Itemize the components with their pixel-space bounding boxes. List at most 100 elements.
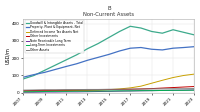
Goodwill & Intangible Assets - Total (54, 64, 57, 66)
Goodwill & Intangible Assets - Total (161, 32, 164, 34)
Other Assets (140, 88, 142, 90)
Long-Term Investments (86, 90, 89, 92)
Property, Plant & Equipment, Net (54, 69, 57, 70)
Deferred Income Tax Assets Net (150, 83, 153, 84)
Other Assets (183, 88, 185, 89)
Goodwill & Intangible Assets - Total (65, 59, 67, 61)
Property, Plant & Equipment, Net (65, 66, 67, 67)
Other Assets (118, 89, 121, 90)
Legend: Goodwill & Intangible Assets - Total, Property, Plant & Equipment, Net, Deferred: Goodwill & Intangible Assets - Total, Pr… (25, 20, 84, 53)
Deferred Income Tax Assets Net (33, 90, 35, 92)
Other Investments (150, 88, 153, 89)
Other Investments (172, 87, 174, 88)
Other Investments (65, 89, 67, 91)
Other Investments (76, 89, 78, 91)
Note Receivable Long Term (65, 91, 67, 93)
Deferred Income Tax Assets Net (43, 90, 46, 92)
Other Investments (183, 86, 185, 88)
Note Receivable Long Term (86, 91, 89, 92)
Deferred Income Tax Assets Net (76, 90, 78, 91)
Other Investments (129, 89, 131, 90)
Other Assets (86, 89, 89, 90)
Deferred Income Tax Assets Net (54, 90, 57, 92)
Property, Plant & Equipment, Net (118, 50, 121, 52)
Goodwill & Intangible Assets - Total (43, 70, 46, 71)
Other Investments (54, 90, 57, 91)
Other Assets (193, 88, 196, 89)
Line: Other Assets: Other Assets (23, 89, 194, 90)
Other Investments (43, 90, 46, 91)
Property, Plant & Equipment, Net (172, 47, 174, 49)
Property, Plant & Equipment, Net (193, 46, 196, 47)
Deferred Income Tax Assets Net (129, 87, 131, 89)
Note Receivable Long Term (108, 91, 110, 92)
Line: Property, Plant & Equipment, Net: Property, Plant & Equipment, Net (23, 47, 194, 77)
Other Investments (193, 86, 196, 87)
Long-Term Investments (183, 90, 185, 91)
Property, Plant & Equipment, Net (108, 54, 110, 55)
Other Assets (54, 89, 57, 90)
Property, Plant & Equipment, Net (129, 47, 131, 49)
Long-Term Investments (54, 91, 57, 92)
Long-Term Investments (43, 91, 46, 92)
Deferred Income Tax Assets Net (161, 80, 164, 81)
Property, Plant & Equipment, Net (43, 72, 46, 73)
Other Investments (161, 87, 164, 89)
Long-Term Investments (97, 90, 99, 92)
Goodwill & Intangible Assets - Total (172, 29, 174, 30)
Long-Term Investments (140, 90, 142, 91)
Long-Term Investments (161, 90, 164, 91)
Deferred Income Tax Assets Net (140, 85, 142, 87)
Title: B
Non-Current Assets: B Non-Current Assets (83, 6, 134, 17)
Other Assets (108, 89, 110, 90)
Goodwill & Intangible Assets - Total (193, 34, 196, 36)
Deferred Income Tax Assets Net (97, 89, 99, 91)
Note Receivable Long Term (33, 92, 35, 93)
Note Receivable Long Term (43, 91, 46, 93)
Other Assets (22, 89, 24, 91)
Goodwill & Intangible Assets - Total (76, 54, 78, 55)
Goodwill & Intangible Assets - Total (86, 48, 89, 49)
Other Assets (150, 88, 153, 90)
Line: Long-Term Investments: Long-Term Investments (23, 90, 194, 92)
Goodwill & Intangible Assets - Total (108, 37, 110, 38)
Note Receivable Long Term (172, 90, 174, 91)
Long-Term Investments (172, 90, 174, 91)
Other Investments (86, 89, 89, 91)
Note Receivable Long Term (118, 90, 121, 92)
Line: Other Investments: Other Investments (23, 86, 194, 91)
Deferred Income Tax Assets Net (118, 88, 121, 90)
Other Assets (97, 89, 99, 90)
Property, Plant & Equipment, Net (140, 47, 142, 48)
Deferred Income Tax Assets Net (22, 91, 24, 92)
Note Receivable Long Term (161, 90, 164, 91)
Long-Term Investments (22, 91, 24, 93)
Other Assets (43, 89, 46, 90)
Property, Plant & Equipment, Net (33, 74, 35, 75)
Note Receivable Long Term (193, 89, 196, 91)
Line: Deferred Income Tax Assets Net: Deferred Income Tax Assets Net (23, 74, 194, 91)
Goodwill & Intangible Assets - Total (22, 78, 24, 80)
Property, Plant & Equipment, Net (86, 60, 89, 61)
Other Assets (65, 89, 67, 90)
Property, Plant & Equipment, Net (22, 76, 24, 78)
Other Investments (97, 89, 99, 90)
Note Receivable Long Term (97, 91, 99, 92)
Property, Plant & Equipment, Net (76, 63, 78, 64)
Long-Term Investments (108, 90, 110, 92)
Goodwill & Intangible Assets - Total (118, 31, 121, 32)
Property, Plant & Equipment, Net (97, 57, 99, 58)
Long-Term Investments (129, 90, 131, 92)
Deferred Income Tax Assets Net (183, 75, 185, 76)
Deferred Income Tax Assets Net (193, 73, 196, 75)
Note Receivable Long Term (140, 90, 142, 92)
Note Receivable Long Term (183, 89, 185, 91)
Long-Term Investments (33, 91, 35, 92)
Other Investments (140, 88, 142, 90)
Deferred Income Tax Assets Net (108, 89, 110, 90)
Goodwill & Intangible Assets - Total (150, 31, 153, 32)
Long-Term Investments (150, 90, 153, 91)
Deferred Income Tax Assets Net (172, 77, 174, 78)
Deferred Income Tax Assets Net (65, 90, 67, 91)
Other Assets (161, 88, 164, 90)
